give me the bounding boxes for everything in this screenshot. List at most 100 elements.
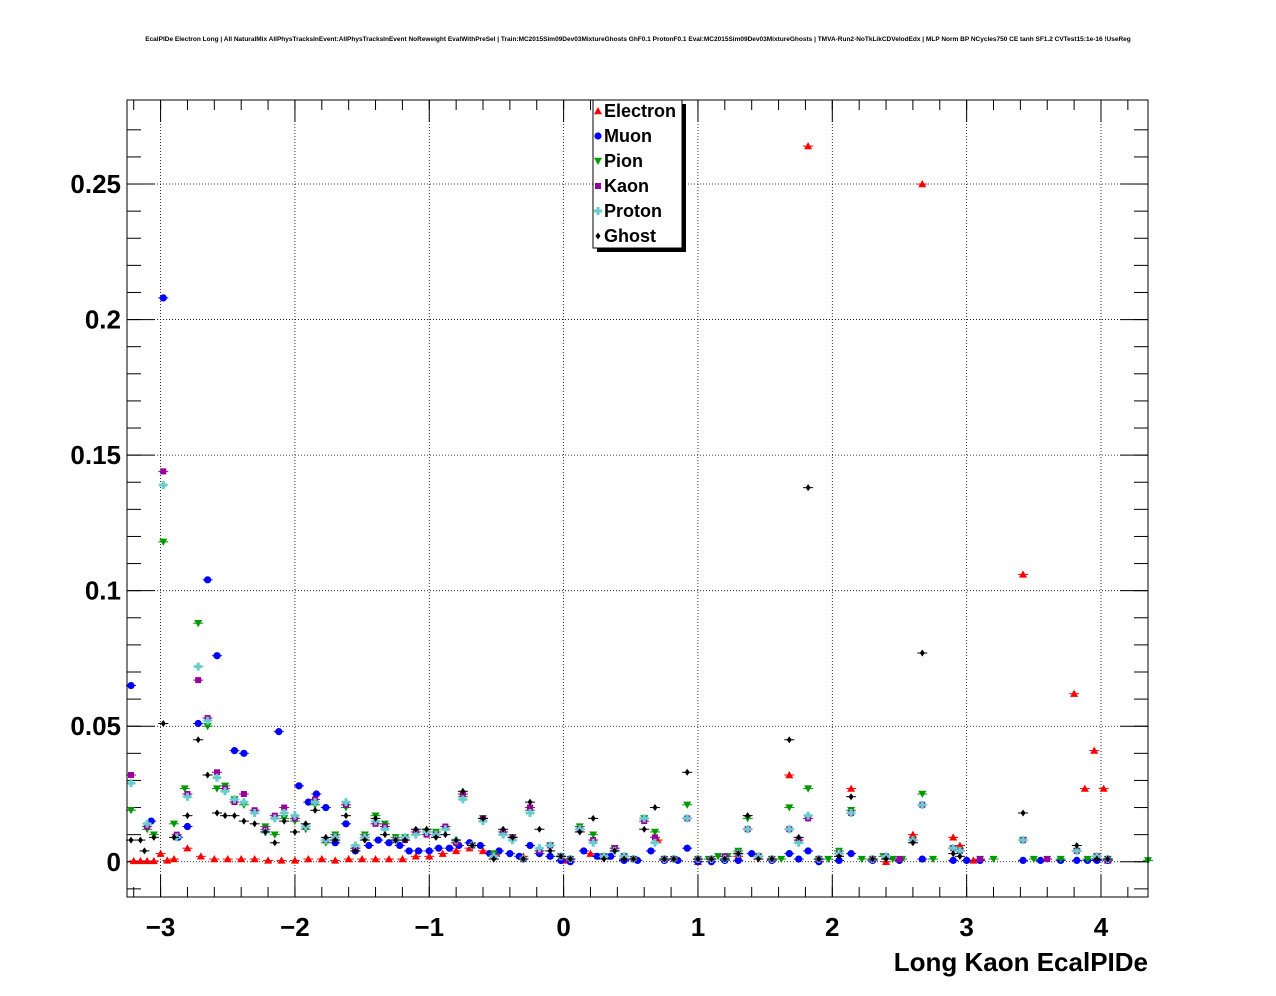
data-point <box>896 856 903 863</box>
data-point <box>714 853 723 861</box>
data-point <box>836 852 842 860</box>
data-point <box>240 749 248 757</box>
data-point <box>671 855 677 863</box>
data-point <box>755 855 761 863</box>
data-point <box>949 833 958 841</box>
data-point <box>453 836 459 844</box>
data-point <box>526 841 534 850</box>
data-point <box>491 855 497 863</box>
data-point <box>590 814 596 822</box>
data-point <box>290 856 299 864</box>
y-tick-label: 0.15 <box>70 440 121 470</box>
data-point <box>621 855 627 863</box>
data-point <box>270 814 279 823</box>
data-point <box>469 841 475 849</box>
data-point <box>1019 836 1028 845</box>
data-point <box>460 787 466 795</box>
data-point <box>204 576 212 584</box>
data-point <box>476 841 484 850</box>
data-point <box>141 847 147 855</box>
data-point <box>342 820 350 828</box>
data-point <box>292 828 298 836</box>
data-point <box>170 855 179 863</box>
data-point <box>955 841 964 849</box>
data-point <box>222 812 228 820</box>
data-point <box>241 817 247 825</box>
data-point <box>546 852 554 860</box>
data-point <box>424 825 430 833</box>
data-point <box>184 812 190 820</box>
data-point <box>210 855 219 863</box>
data-point <box>989 855 998 864</box>
data-point <box>589 838 598 847</box>
data-point <box>170 820 179 828</box>
data-point <box>351 841 360 850</box>
data-point <box>183 822 192 831</box>
data-point <box>250 855 259 863</box>
data-point <box>393 836 399 844</box>
data-point <box>1056 855 1065 864</box>
data-point <box>264 856 273 864</box>
data-point <box>918 800 927 809</box>
data-point <box>344 855 353 863</box>
data-point <box>910 839 916 847</box>
data-point <box>425 852 434 860</box>
legend: Electron Muon Pion Kaon Proton Ghost <box>592 99 686 252</box>
data-point <box>652 804 658 812</box>
data-point <box>442 831 448 839</box>
data-point <box>277 856 286 864</box>
data-point <box>558 852 564 860</box>
data-point <box>373 814 379 822</box>
data-point <box>374 836 382 844</box>
data-point <box>156 849 165 857</box>
data-point <box>371 855 380 863</box>
data-point <box>343 812 349 820</box>
data-point <box>196 852 205 860</box>
data-point <box>275 728 283 736</box>
data-point <box>362 836 368 844</box>
x-tick-label: −2 <box>280 912 310 942</box>
x-tick-label: 2 <box>825 912 839 942</box>
data-point <box>237 855 246 863</box>
data-point <box>312 806 318 814</box>
data-point <box>281 817 287 825</box>
data-point <box>180 785 189 793</box>
x-tick-label: 3 <box>959 912 973 942</box>
data-point <box>322 803 330 812</box>
data-point <box>950 850 956 858</box>
data-point <box>323 833 329 841</box>
data-point <box>1029 855 1038 864</box>
data-point <box>577 828 583 836</box>
legend-box <box>592 99 683 249</box>
data-point <box>794 838 803 847</box>
data-point <box>805 484 811 492</box>
data-point <box>957 852 963 860</box>
data-point <box>955 846 964 855</box>
data-point <box>1044 856 1051 863</box>
data-point <box>159 538 168 546</box>
data-point <box>647 847 655 855</box>
data-point <box>499 830 508 839</box>
data-point <box>290 811 299 820</box>
data-point <box>230 795 239 804</box>
data-point <box>433 833 439 841</box>
data-point <box>630 855 636 863</box>
data-point <box>129 856 138 865</box>
data-point <box>438 849 447 857</box>
data-point <box>317 855 326 863</box>
data-point <box>382 831 388 839</box>
data-point <box>593 852 601 860</box>
data-point <box>743 825 752 834</box>
data-point <box>520 855 526 863</box>
data-point <box>601 855 607 863</box>
x-tick-label: −3 <box>146 912 176 942</box>
data-point <box>847 808 856 817</box>
data-point <box>977 856 984 863</box>
data-point <box>506 850 514 858</box>
data-point <box>1036 856 1045 865</box>
data-point <box>402 836 408 844</box>
data-point <box>683 814 692 823</box>
data-point <box>580 847 588 855</box>
data-point <box>183 844 192 852</box>
